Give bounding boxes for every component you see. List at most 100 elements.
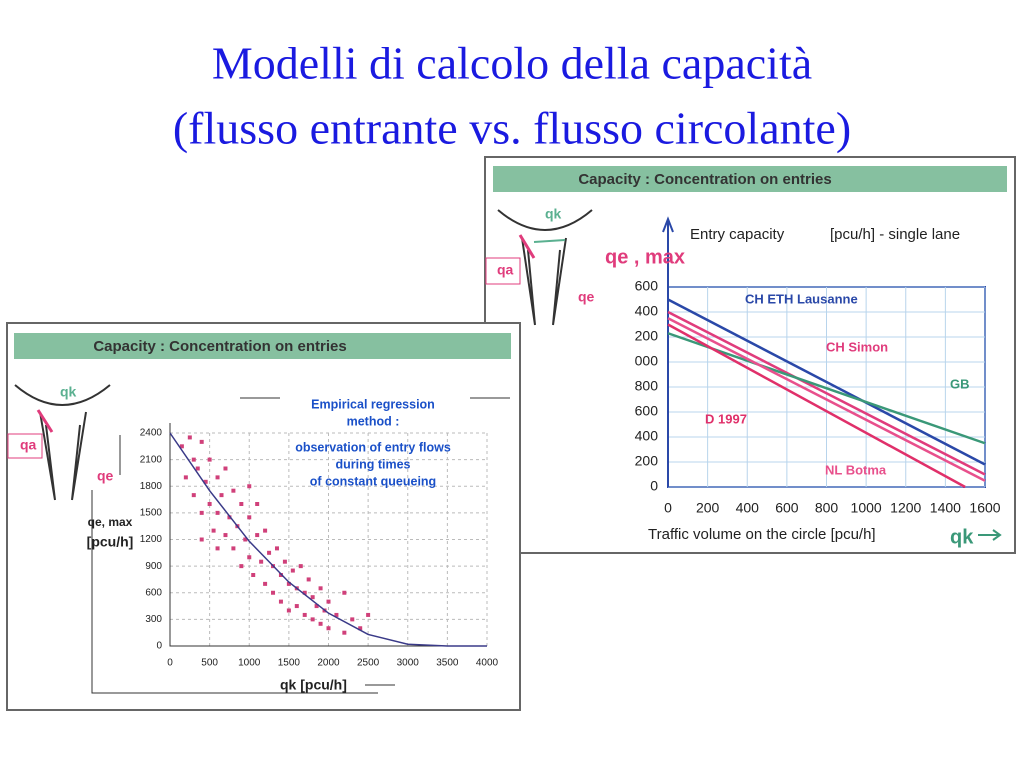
point xyxy=(366,612,371,617)
y-tick-label: 300 xyxy=(145,614,162,625)
point xyxy=(302,590,307,595)
point xyxy=(263,528,268,533)
annotation: during times xyxy=(335,457,410,471)
point xyxy=(278,599,283,604)
x-tick-label: 500 xyxy=(201,658,218,669)
point xyxy=(227,515,232,520)
point xyxy=(318,586,323,591)
y-label: Entry capacity xyxy=(690,226,785,243)
point xyxy=(282,559,287,564)
annotation: of constant queueing xyxy=(310,474,436,488)
point xyxy=(239,502,244,506)
entry-arrow xyxy=(518,234,536,259)
point xyxy=(314,604,319,609)
annotation: Empirical regression xyxy=(311,397,435,411)
left-panel: Capacity : Concentration on entries qk qa q… xyxy=(6,322,521,711)
x-label: Traffic volume on the circle [pcu/h] xyxy=(648,526,876,543)
x-tick-label: 3000 xyxy=(397,658,420,669)
point xyxy=(310,595,315,600)
x-tick-label: 3500 xyxy=(436,658,459,669)
y-label: qe, max xyxy=(88,515,133,529)
axis-frame xyxy=(91,490,378,694)
point xyxy=(326,626,331,631)
x-tick-label: 1500 xyxy=(278,658,301,669)
panel-title: Capacity : Concentration on entries xyxy=(93,338,346,355)
point xyxy=(298,564,303,569)
point xyxy=(267,550,272,555)
diagram-label: qa xyxy=(497,262,514,278)
point xyxy=(290,568,295,573)
point xyxy=(318,621,323,626)
point xyxy=(191,493,196,498)
roundabout-icon xyxy=(14,384,111,501)
point xyxy=(183,475,188,480)
x-tick-label: 4000 xyxy=(476,658,499,669)
point xyxy=(286,608,291,613)
point xyxy=(223,533,228,538)
x-tick-label: 0 xyxy=(167,658,173,669)
point xyxy=(219,493,224,498)
point xyxy=(247,484,252,489)
annotation: method : xyxy=(347,414,400,428)
y-tick-label: 900 xyxy=(145,561,162,572)
point xyxy=(199,439,204,444)
point xyxy=(255,502,260,506)
point xyxy=(334,612,339,617)
point xyxy=(271,590,276,595)
series-line xyxy=(667,323,966,489)
x-tick-label: 1600 xyxy=(969,500,1000,516)
point xyxy=(255,533,260,538)
point xyxy=(223,466,228,471)
label-box xyxy=(485,257,521,285)
axis-arrow xyxy=(119,397,510,686)
axis-line xyxy=(662,216,674,487)
x-symbol: qk xyxy=(950,526,974,548)
y-symbol: qe , max xyxy=(605,246,685,268)
point xyxy=(211,528,216,533)
x-tick-label: 1000 xyxy=(238,658,261,669)
point xyxy=(274,546,279,551)
point xyxy=(326,599,331,604)
point xyxy=(243,537,248,542)
diagram-label: qe xyxy=(97,468,114,484)
x-arrow xyxy=(978,529,1002,541)
x-tick-label: 200 xyxy=(696,500,720,516)
annotation: observation of entry flows xyxy=(295,440,451,454)
series-line xyxy=(667,298,986,466)
x-label: qk [pcu/h] xyxy=(280,677,347,693)
point xyxy=(302,612,307,617)
point xyxy=(199,537,204,542)
y-tick-label: 0 xyxy=(650,478,658,494)
x-tick-label: 2500 xyxy=(357,658,380,669)
series-label: NL Botma xyxy=(825,462,887,477)
regression-curve xyxy=(169,432,487,647)
x-tick-label: 1400 xyxy=(930,500,961,516)
y-tick-label: 800 xyxy=(635,378,659,394)
x-tick-label: 400 xyxy=(736,500,760,516)
point xyxy=(350,617,355,622)
y-tick-label: 0 xyxy=(156,641,162,652)
label-box xyxy=(7,433,43,459)
y-tick-label: 400 xyxy=(635,428,659,444)
point xyxy=(306,577,311,582)
y-tick-label: 200 xyxy=(635,453,659,469)
panel-header xyxy=(14,333,511,359)
point xyxy=(215,546,220,551)
y-tick-label: 2100 xyxy=(140,454,163,465)
diagram-label: qe xyxy=(578,289,595,305)
y-tick-label: 600 xyxy=(145,587,162,598)
y-tick-label: 600 xyxy=(635,278,659,294)
y-tick-label: 000 xyxy=(635,353,659,369)
y-tick-label: 1500 xyxy=(140,508,163,519)
y-tick-label: 400 xyxy=(635,303,659,319)
point xyxy=(286,581,291,586)
x-tick-label: 1000 xyxy=(851,500,882,516)
point xyxy=(191,457,196,462)
right-panel: Capacity : Concentration on entries qk qa q… xyxy=(484,156,1016,554)
x-tick-label: 0 xyxy=(664,500,672,516)
series-label: CH ETH Lausanne xyxy=(745,291,858,306)
y-tick-label: 600 xyxy=(635,403,659,419)
point xyxy=(231,546,236,551)
point xyxy=(207,502,212,506)
